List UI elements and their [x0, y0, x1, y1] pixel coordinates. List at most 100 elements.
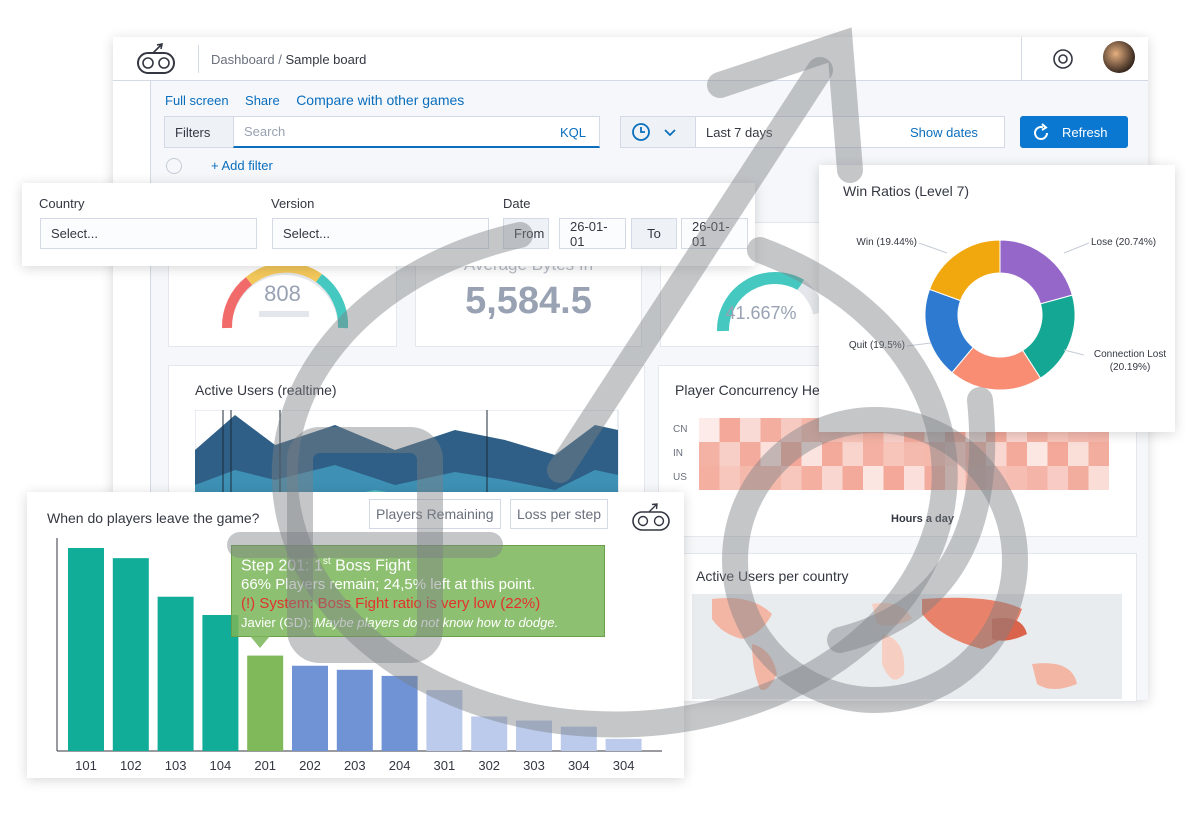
- heat-cell: [1068, 466, 1089, 490]
- x-tick-label: 303: [523, 758, 545, 773]
- heat-cell: [719, 442, 740, 466]
- full-screen-link[interactable]: Full screen: [165, 93, 229, 108]
- bar-chart: 101 102 103 104 201 202 203 204 301 302 303 304 304: [56, 538, 662, 773]
- heat-cell: [1047, 466, 1068, 490]
- breadcrumb-link[interactable]: Dashboard: [211, 52, 275, 67]
- refresh-icon: [1034, 123, 1048, 140]
- tooltip-pointer: [250, 636, 270, 648]
- tooltip-alert: (!) System: Boss Fight ratio is very low…: [241, 595, 541, 613]
- heat-cell: [1068, 442, 1089, 466]
- heat-cell: [719, 418, 740, 442]
- show-dates-link[interactable]: Show dates: [910, 125, 978, 140]
- heat-cell: [740, 442, 761, 466]
- slice-label: Quit (19.5%): [848, 340, 905, 351]
- bar: [336, 669, 373, 751]
- kql-button[interactable]: KQL: [560, 125, 587, 140]
- heat-cell: [801, 466, 822, 490]
- text: Maybe players do not know how to dodge.: [314, 615, 559, 631]
- bar: [292, 665, 328, 751]
- tab-button[interactable]: Loss per step: [510, 499, 609, 529]
- heat-cell: [740, 418, 761, 442]
- heat-cell: [760, 466, 781, 490]
- bar: [605, 738, 642, 751]
- control-label: Date: [503, 196, 531, 211]
- heat-cell: [1027, 442, 1048, 466]
- heat-cell: [924, 442, 945, 466]
- panel-title: Player Concurrency Hea: [675, 382, 828, 398]
- text: Boss Fight: [330, 557, 411, 575]
- country-select[interactable]: Select...: [40, 218, 257, 249]
- help-button[interactable]: [1052, 48, 1074, 70]
- heat-cell: [883, 466, 904, 490]
- heat-cell: [699, 418, 720, 442]
- heat-cell: [945, 442, 966, 466]
- x-tick-label: 102: [120, 758, 142, 773]
- heat-cell: [986, 466, 1007, 490]
- x-tick-label: 103: [165, 758, 187, 773]
- heat-cell: [719, 466, 740, 490]
- heat-cell: [883, 442, 904, 466]
- panel-title: Active Users (realtime): [195, 382, 337, 398]
- bar: [247, 655, 284, 751]
- metric-value: 5,584.5: [465, 280, 592, 322]
- heat-cell: [842, 466, 863, 490]
- search-input[interactable]: Search: [233, 116, 600, 148]
- heat-cell: [945, 466, 966, 490]
- logo: [632, 503, 670, 531]
- heat-cell: [699, 442, 720, 466]
- compare-link[interactable]: Compare with other games: [296, 92, 465, 108]
- chart-title: When do players leave the game?: [47, 510, 260, 526]
- row-label: US: [673, 472, 687, 483]
- share-link[interactable]: Share: [245, 93, 280, 108]
- heat-cell: [801, 418, 822, 442]
- toggle[interactable]: [166, 158, 182, 174]
- top-nav: [113, 37, 1148, 81]
- time-range[interactable]: Last 7 days: [695, 116, 1005, 148]
- map-panel: Active Users per country: [681, 553, 1137, 702]
- x-tick-label: 304: [568, 758, 590, 773]
- heat-cell: [781, 442, 802, 466]
- heat-cell: [965, 466, 986, 490]
- controls-panel: Country Select... Version Select... Date…: [22, 183, 755, 266]
- win-ratio-card: Win Ratios (Level 7) Win (19.44%) Lose (…: [819, 165, 1175, 432]
- map: [692, 594, 1122, 699]
- x-tick-label: 302: [478, 758, 500, 773]
- add-filter-link[interactable]: + Add filter: [211, 158, 273, 173]
- x-tick-label: 202: [299, 758, 321, 773]
- donut-slice: [999, 239, 1073, 305]
- text: Step 201: 1: [241, 557, 323, 575]
- to-date[interactable]: 26-01-01: [681, 218, 748, 249]
- row-label: CN: [673, 424, 688, 435]
- heat-cell: [965, 442, 986, 466]
- tooltip-line: 66% Players remain; 24,5% left at this p…: [241, 576, 536, 594]
- heat-cell: [781, 418, 802, 442]
- tooltip-note: Javier (GD): Maybe players do not know h…: [241, 613, 595, 632]
- bar: [426, 690, 463, 751]
- filters-button[interactable]: Filters: [164, 116, 234, 148]
- panel-title: Active Users per country: [696, 568, 849, 584]
- heat-cell: [1047, 442, 1068, 466]
- version-select[interactable]: Select...: [272, 218, 489, 249]
- bar: [157, 596, 194, 751]
- breadcrumb-current: Sample board: [285, 52, 367, 67]
- control-label: Version: [271, 196, 315, 211]
- x-tick-label: 304: [613, 758, 635, 773]
- toolbar: Full screen Share Compare with other gam…: [165, 92, 464, 110]
- tooltip: Step 201: 1st Boss Fight 66% Players rem…: [231, 545, 605, 637]
- heat-cell: [863, 466, 884, 490]
- divider: [1021, 37, 1022, 80]
- x-tick-label: 104: [210, 758, 232, 773]
- text: st: [322, 556, 331, 567]
- from-date[interactable]: 26-01-01: [559, 218, 626, 249]
- heat-cell: [781, 466, 802, 490]
- x-tick-label: 203: [344, 758, 366, 773]
- donut-chart: [906, 239, 1090, 391]
- bar: [471, 716, 508, 751]
- refresh-button[interactable]: Refresh: [1020, 116, 1128, 148]
- date-picker-button[interactable]: [620, 116, 696, 148]
- leader-line: [918, 242, 948, 254]
- avatar[interactable]: [1103, 41, 1135, 73]
- heat-cell: [986, 442, 1007, 466]
- tab-button[interactable]: Players Remaining: [369, 499, 501, 529]
- heat-cell: [924, 466, 945, 490]
